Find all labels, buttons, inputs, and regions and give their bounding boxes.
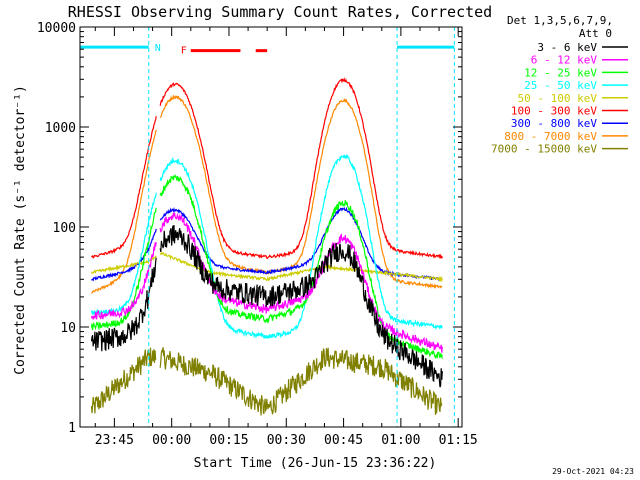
series-line-2-seg-1 [159,174,398,345]
series-line-8-seg-1 [159,347,398,416]
series-line-1-seg-0 [90,242,157,320]
series-line-4-seg-0 [90,255,157,274]
series-line-7-seg-2 [396,278,443,290]
x-tick-label: 23:45 [95,433,134,448]
series-line-3-seg-1 [159,154,398,340]
series-line-8-seg-2 [396,369,443,415]
y-axis-label: Corrected Count Rate (s⁻¹ detector⁻¹) [13,85,28,375]
night-label: N [155,43,161,54]
legend-entry-label: 12 - 25 keV [524,66,597,79]
x-tick-label: 00:15 [209,433,248,448]
series-line-5-seg-1 [159,76,398,260]
y-tick-label: 10000 [37,21,76,36]
series-line-3-seg-2 [396,318,443,331]
x-tick-label: 00:30 [267,433,306,448]
date-stamp: 29-Oct-2021 04:23 [552,467,634,476]
axes: 1 10 100 1000 10000 23:45 00:00 00:15 00:30 00:45… [37,21,478,448]
series-line-0-seg-0 [90,257,157,352]
legend-entry-label: 7000 - 15000 keV [491,143,597,156]
x-tick-label: 01:15 [439,433,478,448]
x-tick-label: 00:45 [324,433,363,448]
x-tick-label: 00:00 [152,433,191,448]
x-tick-label: 01:00 [381,433,420,448]
chart-title: RHESSI Observing Summary Count Rates, Co… [68,3,492,21]
y-tick-label: 100 [53,221,76,236]
series-line-4-seg-2 [396,272,443,283]
series-line-2-seg-0 [90,207,157,331]
series-line-5-seg-2 [396,249,443,260]
y-tick-label: 10 [60,321,76,336]
series-line-5-seg-0 [90,116,157,259]
legend-entry-label: 300 - 800 keV [511,117,597,130]
legend-entry-label: 800 - 7000 keV [504,130,597,143]
series-line-7-seg-0 [91,129,157,294]
legend-entry-label: 25 - 50 keV [524,79,597,92]
y-tick-label: 1 [68,421,76,436]
x-axis-label: Start Time (26-Jun-15 23:36:22) [194,456,437,471]
legend-entry-label: 50 - 100 keV [518,92,598,105]
legend-entry-label: 100 - 300 keV [511,105,597,118]
series-line-1-seg-2 [396,329,443,353]
y-tick-label: 1000 [45,121,76,136]
series-line-0-seg-1 [159,224,398,354]
series-line-0-seg-2 [396,336,443,388]
flare-label: F [181,46,187,57]
legend-header-attenuator: Att 0 [579,27,612,40]
series-line-8-seg-0 [90,347,157,414]
legend-header-detectors: Det 1,3,5,6,7,9, [507,14,613,27]
legend-entry-label: 3 - 6 keV [537,41,597,54]
legend-entry-label: 6 - 12 keV [531,54,598,67]
